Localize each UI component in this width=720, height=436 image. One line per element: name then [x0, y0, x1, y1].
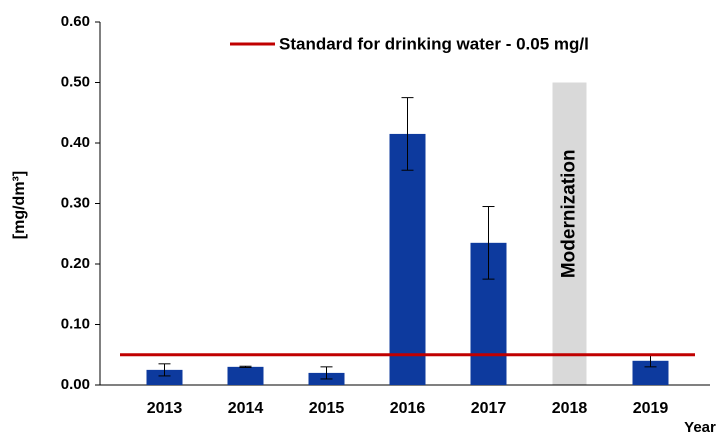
x-tick-label: 2016 [390, 400, 426, 417]
x-tick-label: 2019 [633, 400, 669, 417]
y-axis-label: [mg/dm³] [11, 171, 28, 239]
x-tick-label: 2015 [309, 400, 345, 417]
x-tick-label: 2013 [147, 400, 183, 417]
y-tick-label: 0.00 [61, 376, 90, 393]
bar [389, 133, 426, 385]
shaded-region [552, 82, 587, 385]
y-tick-label: 0.60 [61, 13, 90, 30]
x-axis-label: Year [684, 419, 716, 436]
bar [227, 366, 264, 385]
x-tick-label: 2017 [471, 400, 507, 417]
x-tick-label: 2014 [228, 400, 264, 417]
y-tick-label: 0.10 [61, 315, 90, 332]
y-tick-label: 0.30 [61, 194, 90, 211]
x-tick-label: 2018 [552, 400, 588, 417]
bar [146, 369, 183, 385]
y-tick-label: 0.50 [61, 73, 90, 90]
y-tick-label: 0.20 [61, 255, 90, 272]
y-tick-label: 0.40 [61, 134, 90, 151]
shaded-region-label: Modernization [559, 149, 580, 278]
legend-label: Standard for drinking water - 0.05 mg/l [279, 34, 589, 53]
